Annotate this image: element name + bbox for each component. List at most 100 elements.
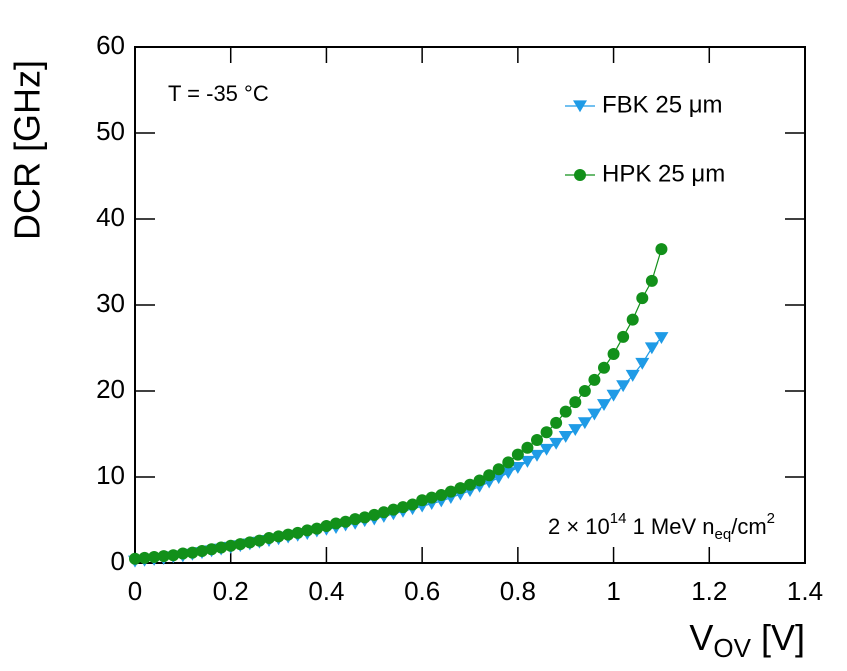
marker [282,528,295,541]
marker [530,449,544,462]
legend-label: FBK 25 μm [602,91,723,118]
marker [574,169,586,181]
marker [138,551,151,564]
annotation-part: /cm [731,514,766,539]
marker [597,399,611,412]
marker [234,538,247,551]
marker [644,342,659,355]
x-label-end: [V] [751,617,805,658]
marker [310,522,323,535]
marker [531,434,543,447]
marker [253,534,266,547]
marker [617,330,630,343]
marker [358,511,371,524]
marker [625,369,640,382]
marker [549,437,564,450]
marker [573,100,587,113]
marker [654,332,669,344]
marker [416,494,429,507]
marker [483,469,496,482]
marker [330,517,342,530]
marker [406,498,419,511]
annotation-sup: 14 [610,510,627,527]
x-tick-label: 0.6 [404,576,440,606]
marker [301,524,314,537]
marker [167,549,180,562]
marker [502,456,515,469]
marker [540,426,553,439]
x-tick-label: 0.2 [213,576,249,606]
marker [224,539,237,552]
annotation-sup: 2 [767,510,775,527]
x-tick-label: 1.2 [691,576,727,606]
marker [569,396,582,409]
marker [568,424,583,436]
x-axis-label: VOV [V] [689,617,805,663]
marker [577,417,592,430]
marker [501,467,516,479]
annotation: T = -35 °C [168,81,269,106]
marker [510,461,525,474]
marker [320,520,333,533]
marker [148,550,161,563]
marker [291,526,304,539]
marker [454,482,467,495]
marker [377,506,390,519]
marker [578,385,591,397]
annotation-part: 2 × 10 [548,514,610,539]
x-tick-label: 0.8 [500,576,536,606]
marker [550,416,563,429]
marker [215,541,228,554]
marker [655,243,668,256]
marker [157,550,170,563]
marker [464,478,476,491]
x-tick-label: 0.4 [308,576,344,606]
marker [243,536,256,549]
marker [129,552,141,565]
marker [539,443,554,456]
y-tick-label: 60 [96,30,125,60]
marker [492,463,505,476]
x-tick-label: 1 [606,576,620,606]
marker [387,503,400,516]
marker [616,380,631,393]
marker [186,546,199,559]
marker [397,501,409,514]
y-tick-label: 10 [96,460,125,490]
marker [176,547,189,560]
y-tick-label: 40 [96,202,125,232]
marker [339,515,352,528]
y-tick-label: 20 [96,374,125,404]
marker [626,313,639,326]
y-tick-label: 50 [96,116,125,146]
legend-label: HPK 25 μm [602,160,725,187]
marker [196,544,208,557]
marker [425,491,438,504]
x-tick-label: 0 [128,576,142,606]
y-tick-label: 0 [111,546,125,576]
y-tick-label: 30 [96,288,125,318]
marker [511,448,524,461]
marker [368,508,381,521]
y-axis-label: DCR [GHz] [7,60,48,240]
marker [520,455,535,468]
marker [588,373,601,386]
marker [559,405,572,418]
x-tick-label: 1.4 [787,576,823,606]
marker [272,530,285,543]
marker [491,472,506,485]
annotation-sub: eq [715,526,732,543]
marker [444,485,457,498]
annotation: 2 × 1014 1 MeV neq/cm2 [548,510,775,543]
marker [349,513,362,526]
annotation-part: 1 MeV n [626,514,714,539]
x-label-sub: OV [713,633,751,663]
marker [645,274,658,287]
marker [636,292,649,305]
marker [635,357,650,370]
marker [558,430,573,443]
marker [607,348,620,361]
x-label-base: V [689,617,713,658]
